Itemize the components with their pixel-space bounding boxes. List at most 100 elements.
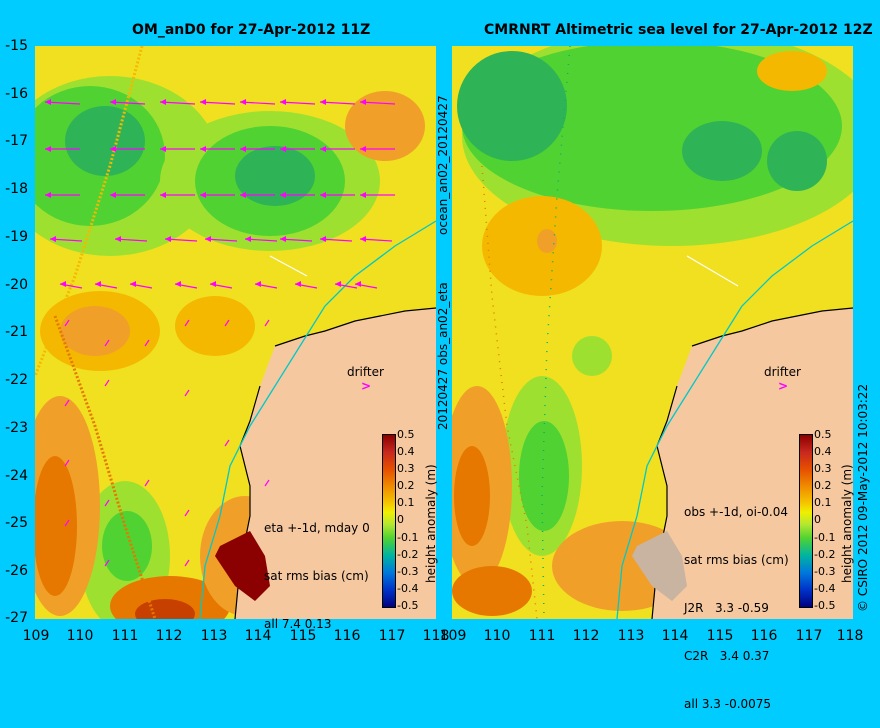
velocity-arrowhead (280, 99, 286, 105)
velocity-vector (104, 339, 110, 347)
y-tick-label: -19 (5, 229, 28, 245)
velocity-arrowhead (110, 146, 116, 152)
velocity-vector (104, 499, 110, 507)
velocity-arrowhead (320, 192, 326, 198)
velocity-arrowhead (160, 99, 166, 105)
velocity-arrowhead (280, 192, 286, 198)
drifter-text: drifter (347, 365, 384, 379)
colorbar-tick: -0.5 (397, 599, 419, 612)
current-vectors (44, 99, 396, 567)
colorbar-tick: 0.3 (397, 462, 415, 475)
velocity-arrowhead (240, 99, 246, 105)
colorbar-tick: -0.3 (397, 565, 419, 578)
velocity-vector (264, 319, 270, 327)
velocity-arrowhead (280, 146, 286, 152)
left-colorbar (382, 434, 396, 608)
side-label-top: ocean_an02_20120427 (436, 95, 450, 235)
velocity-vector (64, 519, 70, 527)
colorbar-tick: -0.5 (814, 599, 836, 612)
velocity-vector (184, 319, 190, 327)
velocity-arrowhead (165, 236, 171, 242)
velocity-vector (104, 379, 110, 387)
velocity-arrowhead (320, 146, 326, 152)
colorbar-tick: 0.1 (397, 496, 415, 509)
velocity-arrowhead (200, 192, 206, 198)
colorbar-tick: 0.2 (397, 479, 415, 492)
copyright-text: © CSIRO 2012 09-May-2012 10:03:22 (856, 383, 870, 612)
colorbar-tick: -0.1 (814, 531, 836, 544)
velocity-arrowhead (200, 146, 206, 152)
x-tick-label: 116 (750, 628, 778, 644)
left-legend: eta +-1d, mday 0 sat rms bias (cm) all 7… (264, 488, 370, 648)
left-map-panel (35, 46, 436, 619)
velocity-vector (64, 459, 70, 467)
right-map-title: CMRNRT Altimetric sea level for 27-Apr-2… (484, 22, 873, 38)
left-drifter-label: drifter > (347, 365, 384, 393)
drifter-arrow-icon: > (778, 379, 789, 393)
velocity-vector (184, 559, 190, 567)
velocity-arrowhead (240, 192, 246, 198)
velocity-vector (224, 319, 230, 327)
velocity-arrowhead (115, 236, 121, 242)
velocity-arrowhead (295, 281, 301, 287)
y-tick-label: -27 (5, 610, 28, 626)
velocity-vector (64, 399, 70, 407)
velocity-arrowhead (360, 99, 366, 105)
x-tick-label: 114 (661, 628, 689, 644)
colorbar-tick: -0.2 (814, 548, 836, 561)
velocity-arrowhead (205, 236, 211, 242)
colorbar-tick: -0.4 (814, 582, 836, 595)
velocity-vector (264, 479, 270, 487)
velocity-arrowhead (130, 281, 136, 287)
legend-line: eta +-1d, mday 0 (264, 521, 370, 535)
velocity-arrowhead (110, 192, 116, 198)
x-tick-label: 112 (155, 628, 183, 644)
velocity-arrowhead (45, 192, 51, 198)
y-tick-label: -17 (5, 133, 28, 149)
velocity-arrowhead (320, 99, 326, 105)
x-tick-label: 113 (617, 628, 645, 644)
x-tick-label: 118 (836, 628, 864, 644)
x-tick-label: 116 (333, 628, 361, 644)
x-tick-label: 110 (483, 628, 511, 644)
velocity-arrowhead (175, 281, 181, 287)
velocity-arrowhead (360, 146, 366, 152)
legend-line: all 3.3 -0.0075 (684, 697, 772, 711)
velocity-arrowhead (45, 146, 51, 152)
legend-line: sat rms bias (cm) (684, 553, 789, 567)
left-map-title: OM_anD0 for 27-Apr-2012 11Z (132, 22, 371, 38)
legend-line: obs +-1d, oi-0.04 (684, 505, 789, 519)
velocity-vector (224, 439, 230, 447)
velocity-vector (184, 389, 190, 397)
x-tick-label: 110 (66, 628, 94, 644)
y-tick-label: -15 (5, 38, 28, 54)
x-tick-label: 109 (439, 628, 467, 644)
x-tick-label: 114 (244, 628, 272, 644)
velocity-vector (144, 479, 150, 487)
y-tick-label: -16 (5, 86, 28, 102)
legend-line: sat rms bias (cm) (264, 569, 369, 583)
legend-line: J2R 3.3 -0.59 (684, 601, 769, 615)
x-tick-label: 111 (111, 628, 139, 644)
left-sea-level-field (35, 46, 436, 619)
x-tick-label: 118 (422, 628, 450, 644)
velocity-arrowhead (255, 281, 261, 287)
y-tick-label: -18 (5, 181, 28, 197)
right-drifter-label: drifter > (764, 365, 801, 393)
y-tick-label: -20 (5, 277, 28, 293)
right-legend: obs +-1d, oi-0.04 sat rms bias (cm) J2R … (684, 472, 789, 728)
velocity-arrowhead (50, 236, 56, 242)
left-colorbar-title: height anomaly (m) (424, 464, 438, 583)
legend-line: C2R 3.4 0.37 (684, 649, 770, 663)
velocity-arrowhead (110, 99, 116, 105)
colorbar-tick: 0.1 (814, 496, 832, 509)
colorbar-tick: 0 (814, 513, 821, 526)
right-colorbar (799, 434, 813, 608)
drifter-arrow-icon: > (361, 379, 372, 393)
velocity-arrowhead (45, 99, 51, 105)
x-tick-label: 117 (378, 628, 406, 644)
y-tick-label: -24 (5, 468, 28, 484)
x-tick-label: 112 (572, 628, 600, 644)
x-tick-label: 109 (22, 628, 50, 644)
x-tick-label: 111 (528, 628, 556, 644)
